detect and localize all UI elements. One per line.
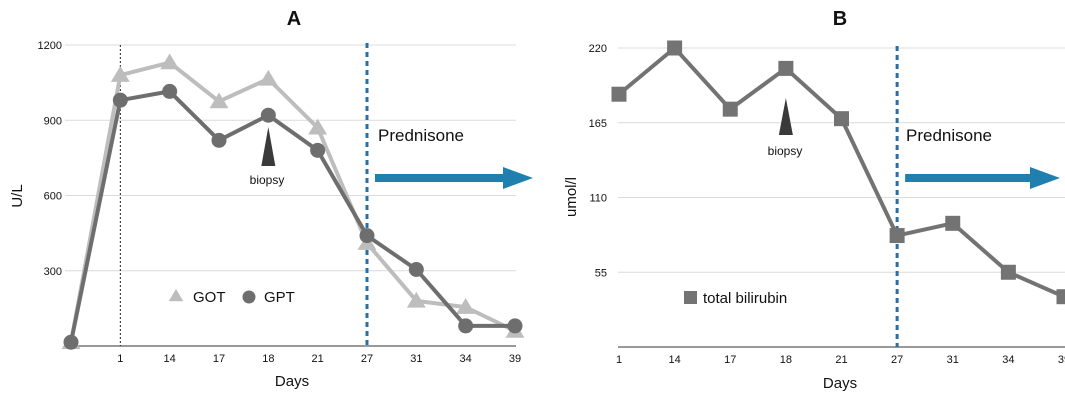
data-point	[258, 69, 278, 86]
data-point	[406, 291, 426, 308]
y-tick-label: 220	[589, 43, 607, 55]
data-point	[209, 92, 229, 109]
panel-a-x-ticks: 1 14 17 18 21 27 31 34 39	[117, 353, 521, 365]
data-point	[722, 101, 738, 117]
biopsy-marker	[261, 127, 276, 166]
panel-b-legend: total bilirubin	[684, 290, 787, 307]
data-point	[408, 261, 424, 277]
legend-marker-got	[168, 289, 184, 302]
x-tick-label: 18	[262, 353, 274, 365]
x-tick-label: 14	[669, 354, 681, 366]
data-point	[160, 53, 180, 70]
data-point	[308, 118, 328, 135]
y-tick-label: 165	[589, 118, 607, 130]
y-tick-label: 900	[44, 115, 62, 127]
x-tick-label: 39	[509, 353, 521, 365]
x-tick-label: 31	[947, 354, 959, 366]
y-tick-label: 1200	[38, 40, 62, 52]
panel-b-title: B	[833, 8, 847, 30]
data-point	[63, 334, 79, 350]
prednisone-arrow-head	[503, 167, 533, 189]
panel-a-title: A	[287, 8, 301, 30]
data-point	[889, 228, 905, 244]
data-point	[507, 318, 523, 334]
panel-b-biopsy-label: biopsy	[768, 144, 803, 158]
data-point	[456, 298, 476, 314]
data-point	[458, 318, 474, 334]
panel-b-x-axis-title: Days	[823, 375, 857, 392]
panel-a-y-axis-title: U/L	[9, 184, 26, 207]
biopsy-marker	[778, 98, 793, 135]
panel-a-biopsy-label: biopsy	[250, 173, 285, 187]
x-tick-label: 39	[1058, 354, 1065, 366]
x-tick-label: 1	[117, 353, 123, 365]
data-point	[112, 92, 128, 108]
panel-b-y-axis-title: umol/l	[563, 177, 580, 217]
y-tick-label: 300	[44, 266, 62, 278]
series-line-total-bilirubin	[617, 46, 1065, 299]
panel-b-x-ticks: 1 14 17 18 21 27 31 34 39	[616, 354, 1065, 366]
data-point	[778, 60, 794, 76]
x-tick-label: 1	[616, 354, 622, 366]
data-point	[260, 107, 276, 123]
x-tick-label: 34	[460, 353, 472, 365]
legend-label-got: GOT	[193, 289, 226, 306]
data-point	[359, 228, 375, 244]
panel-a-y-ticks: 300 600 900 1200	[38, 40, 62, 278]
data-point	[162, 83, 178, 99]
data-point	[1000, 264, 1016, 280]
data-point	[945, 215, 961, 231]
panel-b-series	[611, 40, 1065, 305]
panel-a-grid	[65, 44, 516, 272]
data-point	[834, 111, 849, 127]
x-tick-label: 17	[724, 354, 736, 366]
y-tick-label: 110	[589, 193, 607, 205]
series-line-gpt	[69, 89, 515, 343]
x-tick-label: 18	[780, 354, 792, 366]
panel-b-prednisone-label: Prednisone	[906, 126, 992, 145]
panel-a-annotations	[119, 43, 533, 346]
panel-a: A 300 600 900 1200 1 14 17 18 21 27 31 34 39 Days U…	[9, 8, 533, 390]
series-line-got	[69, 60, 516, 343]
x-tick-label: 34	[1002, 354, 1014, 366]
data-point	[667, 40, 683, 56]
panel-b-annotations	[778, 46, 1060, 347]
panel-a-x-axis-title: Days	[275, 373, 309, 390]
legend-marker-gpt	[242, 290, 256, 304]
panel-b-y-ticks: 55 110 165 220	[589, 43, 607, 279]
data-point	[1056, 289, 1065, 305]
panel-a-series	[61, 53, 525, 350]
panel-b: B 55 110 165 220 1 14 17 18 21 27 31 34 39 Days umo…	[563, 8, 1065, 392]
x-tick-label: 14	[164, 353, 176, 365]
data-point	[611, 86, 627, 102]
data-point	[310, 142, 326, 158]
y-tick-label: 55	[595, 267, 607, 279]
panel-a-legend: GOT GPT	[168, 289, 295, 306]
prednisone-arrow-head	[1030, 167, 1060, 189]
panel-b-grid	[618, 47, 1065, 273]
data-point	[110, 66, 130, 82]
x-tick-label: 27	[891, 354, 903, 366]
legend-label-gpt: GPT	[264, 289, 295, 306]
x-tick-label: 27	[361, 353, 373, 365]
x-tick-label: 21	[835, 354, 847, 366]
legend-marker-total-bilirubin	[684, 291, 697, 304]
x-tick-label: 21	[312, 353, 324, 365]
data-point	[211, 132, 227, 148]
panel-a-prednisone-label: Prednisone	[378, 126, 464, 145]
x-tick-label: 17	[213, 353, 225, 365]
y-tick-label: 600	[44, 191, 62, 203]
x-tick-label: 31	[410, 353, 422, 365]
legend-label-total-bilirubin: total bilirubin	[703, 290, 787, 307]
